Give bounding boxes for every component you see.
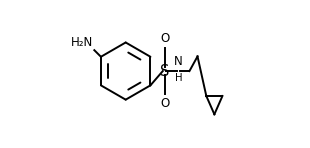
Text: O: O xyxy=(160,32,169,45)
Text: H₂N: H₂N xyxy=(71,36,94,49)
Text: O: O xyxy=(160,97,169,110)
Text: S: S xyxy=(160,64,169,79)
Text: H: H xyxy=(175,73,182,83)
Text: N: N xyxy=(174,56,183,68)
